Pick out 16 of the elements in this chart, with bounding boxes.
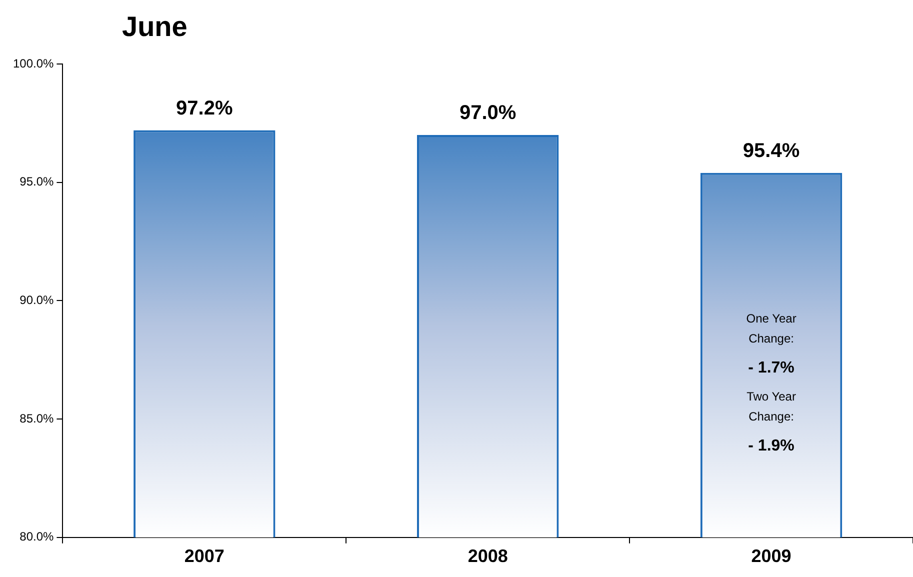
y-tick-label: 85.0% — [20, 411, 54, 426]
x-tick-label: 2007 — [184, 546, 224, 566]
annotation: Two Year Change: — [746, 389, 796, 424]
data-label: 97.0% — [459, 102, 516, 124]
x-tick-label: 2008 — [468, 546, 508, 566]
y-tick-label: 90.0% — [20, 293, 54, 308]
data-label: 95.4% — [742, 140, 800, 162]
y-tick-label: 95.0% — [20, 174, 54, 189]
data-label: 97.2% — [176, 97, 233, 120]
y-tick-label: 100.0% — [12, 56, 54, 70]
annotation: - 1.9% — [748, 437, 794, 454]
chart-title: June — [122, 11, 188, 42]
x-tick-label: 2009 — [751, 546, 792, 566]
annotation: - 1.7% — [748, 359, 794, 376]
annotation: One Year Change: — [746, 311, 796, 346]
y-tick-label: 80.0% — [20, 530, 54, 544]
